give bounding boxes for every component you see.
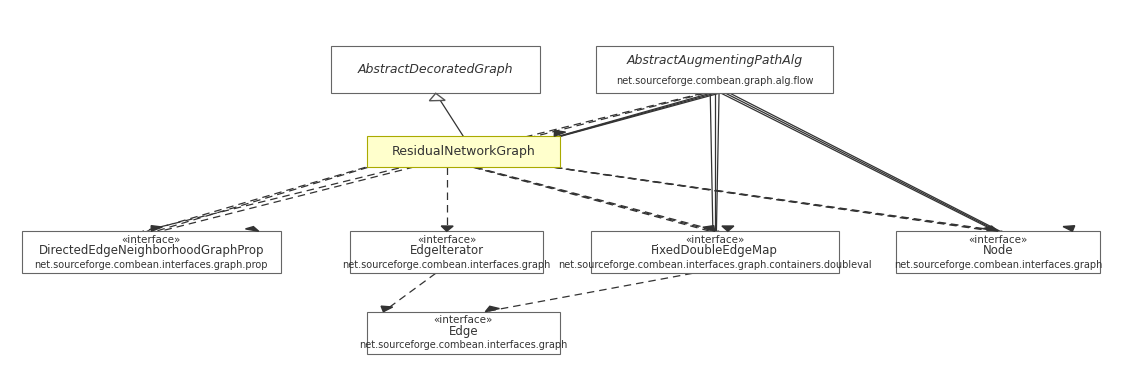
Text: «interface»: «interface»: [685, 235, 745, 245]
Text: «interface»: «interface»: [122, 235, 181, 245]
Polygon shape: [722, 226, 734, 231]
Text: net.sourceforge.combean.graph.alg.flow: net.sourceforge.combean.graph.alg.flow: [615, 76, 813, 87]
Text: AbstractAugmentingPathAlg: AbstractAugmentingPathAlg: [627, 54, 803, 68]
FancyBboxPatch shape: [591, 231, 838, 273]
FancyBboxPatch shape: [596, 46, 834, 93]
FancyBboxPatch shape: [350, 231, 543, 273]
Text: Edge: Edge: [449, 325, 478, 338]
Text: Node: Node: [982, 244, 1014, 257]
Text: net.sourceforge.combean.interfaces.graph.prop: net.sourceforge.combean.interfaces.graph…: [35, 260, 268, 270]
Text: «interface»: «interface»: [969, 235, 1027, 245]
Text: net.sourceforge.combean.interfaces.graph: net.sourceforge.combean.interfaces.graph: [359, 340, 567, 350]
FancyBboxPatch shape: [331, 46, 540, 93]
FancyBboxPatch shape: [367, 136, 560, 167]
Text: DirectedEdgeNeighborhoodGraphProp: DirectedEdgeNeighborhoodGraphProp: [38, 244, 264, 257]
Text: ResidualNetworkGraph: ResidualNetworkGraph: [392, 145, 536, 158]
Polygon shape: [1063, 226, 1074, 231]
Polygon shape: [381, 306, 393, 312]
Polygon shape: [555, 131, 566, 136]
Text: net.sourceforge.combean.interfaces.graph.containers.doubleval: net.sourceforge.combean.interfaces.graph…: [558, 260, 872, 270]
Polygon shape: [703, 226, 714, 231]
FancyBboxPatch shape: [896, 231, 1100, 273]
Text: net.sourceforge.combean.interfaces.graph: net.sourceforge.combean.interfaces.graph: [342, 260, 551, 270]
Polygon shape: [441, 226, 453, 231]
Polygon shape: [485, 306, 500, 312]
FancyBboxPatch shape: [21, 231, 281, 273]
Polygon shape: [983, 226, 998, 231]
Polygon shape: [245, 227, 259, 231]
Text: «interface»: «interface»: [417, 235, 476, 245]
Polygon shape: [430, 93, 446, 101]
Text: FixedDoubleEdgeMap: FixedDoubleEdgeMap: [651, 244, 778, 257]
Text: net.sourceforge.combean.interfaces.graph: net.sourceforge.combean.interfaces.graph: [893, 260, 1102, 270]
Text: AbstractDecoratedGraph: AbstractDecoratedGraph: [358, 63, 513, 76]
Text: «interface»: «interface»: [433, 315, 493, 325]
Text: EdgeIterator: EdgeIterator: [410, 244, 484, 257]
Polygon shape: [151, 226, 162, 231]
FancyBboxPatch shape: [367, 312, 560, 354]
